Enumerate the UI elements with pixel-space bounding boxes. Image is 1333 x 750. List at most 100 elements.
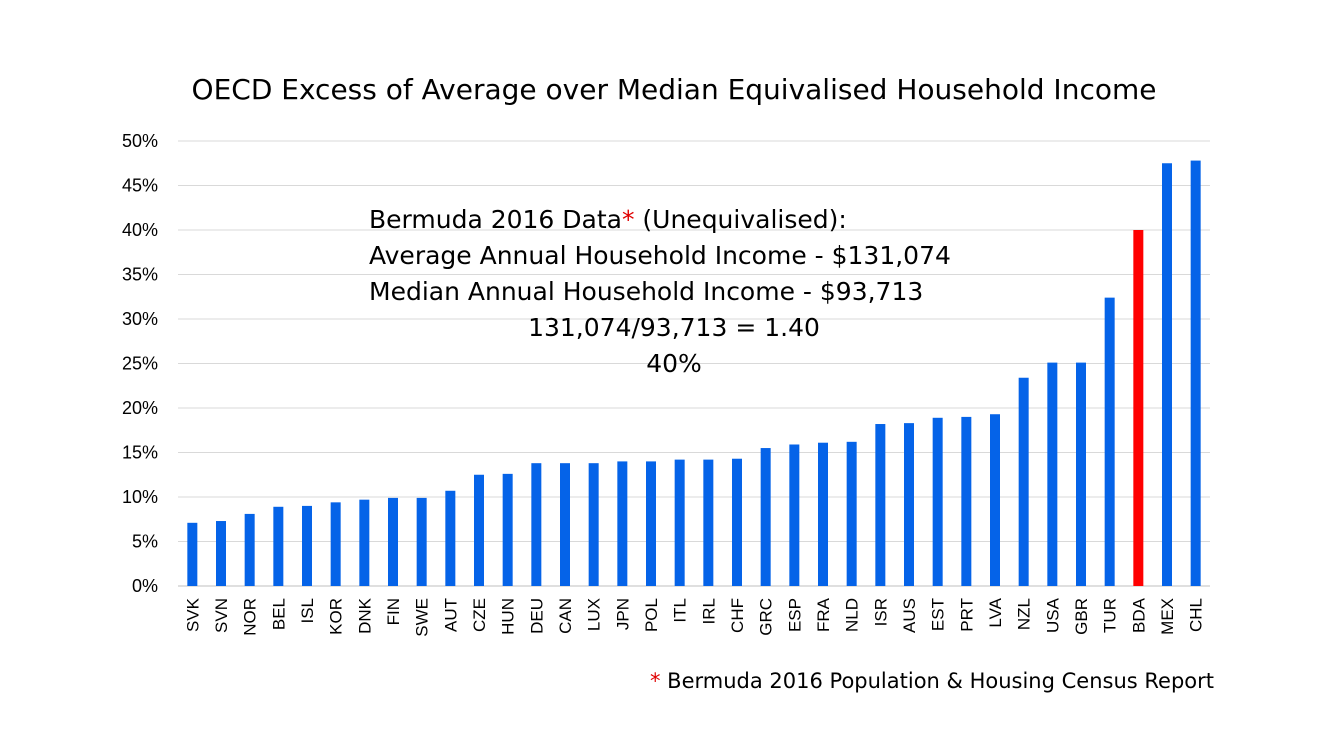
x-tick-label-dnk: DNK bbox=[355, 597, 374, 634]
bar-nld bbox=[846, 441, 857, 586]
bar-swe bbox=[416, 497, 427, 586]
x-tick-label-can: CAN bbox=[556, 598, 575, 634]
y-tick-label: 35% bbox=[122, 265, 158, 285]
y-tick-label: 10% bbox=[122, 487, 158, 507]
x-axis-category-labels: SVK SVN NOR BEL ISL KOR DNK FIN SWE AUT CZE HUN DEU C… bbox=[183, 597, 1205, 636]
bar-est bbox=[932, 417, 943, 586]
x-tick-label-jpn: JPN bbox=[613, 598, 632, 630]
gridlines bbox=[178, 140, 1210, 587]
x-tick-label-pol: POL bbox=[642, 598, 661, 632]
y-axis-tick-labels: 0% 5% 10% 15% 20% 25% 30% 35% 40% 45% 50% bbox=[122, 131, 158, 596]
x-tick-label-chl: CHL bbox=[1187, 598, 1206, 632]
x-tick-label-chf: CHF bbox=[728, 598, 747, 633]
x-tick-label-bel: BEL bbox=[269, 598, 288, 630]
x-tick-label-prt: PRT bbox=[957, 598, 976, 632]
bar-hun bbox=[502, 473, 513, 586]
y-tick-label: 40% bbox=[122, 220, 158, 240]
annotation-median-income: Median Annual Household Income - $93,713 bbox=[369, 277, 924, 306]
x-tick-label-grc: GRC bbox=[757, 598, 776, 636]
bar-nzl bbox=[1018, 377, 1029, 586]
bar-itl bbox=[674, 459, 685, 586]
bermuda-annotation: Bermuda 2016 Data* (Unequivalised): Aver… bbox=[369, 202, 979, 382]
x-tick-label-fin: FIN bbox=[384, 598, 403, 625]
annotation-asterisk: * bbox=[621, 205, 635, 234]
x-tick-label-fra: FRA bbox=[814, 597, 833, 632]
y-tick-label: 50% bbox=[122, 131, 158, 151]
x-tick-label-isr: ISR bbox=[871, 598, 890, 626]
footnote-asterisk: * bbox=[650, 669, 661, 693]
y-tick-label: 25% bbox=[122, 354, 158, 374]
bar-aus bbox=[904, 423, 914, 586]
bars bbox=[187, 160, 1201, 586]
annotation-average-income: Average Annual Household Income - $131,0… bbox=[369, 241, 951, 270]
bar-fin bbox=[388, 497, 398, 586]
bar-kor bbox=[330, 502, 341, 586]
y-tick-label: 5% bbox=[132, 532, 158, 552]
x-tick-label-nor: NOR bbox=[241, 598, 260, 636]
bar-bel bbox=[273, 506, 284, 586]
footnote: * Bermuda 2016 Population & Housing Cens… bbox=[650, 669, 1214, 693]
bar-aut bbox=[445, 490, 456, 586]
bar-chl bbox=[1190, 160, 1201, 586]
x-tick-label-usa: USA bbox=[1043, 597, 1062, 633]
x-tick-label-itl: ITL bbox=[671, 598, 690, 623]
bar-tur bbox=[1104, 297, 1115, 586]
x-tick-label-cze: CZE bbox=[470, 598, 489, 632]
bar-deu bbox=[531, 463, 542, 586]
x-tick-label-tur: TUR bbox=[1101, 598, 1120, 633]
chart-title: OECD Excess of Average over Median Equiv… bbox=[191, 73, 1157, 106]
annotation-ratio: 131,074/93,713 = 1.40 bbox=[528, 313, 820, 342]
x-tick-label-bda: BDA bbox=[1129, 597, 1148, 633]
bar-cze bbox=[474, 474, 484, 586]
bar-jpn bbox=[617, 461, 628, 586]
bar-can bbox=[560, 463, 570, 586]
annotation-line-1: Bermuda 2016 Data* (Unequivalised): bbox=[369, 202, 979, 238]
x-tick-label-lva: LVA bbox=[986, 597, 1005, 627]
x-tick-label-mex: MEX bbox=[1158, 598, 1177, 635]
bar-pol bbox=[646, 461, 656, 586]
bar-dnk bbox=[359, 499, 370, 586]
x-tick-label-hun: HUN bbox=[499, 598, 518, 635]
bar-esp bbox=[789, 444, 800, 586]
bar-svk bbox=[187, 522, 198, 586]
x-tick-label-lux: LUX bbox=[585, 598, 604, 631]
x-tick-label-swe: SWE bbox=[413, 598, 432, 637]
x-tick-label-isl: ISL bbox=[298, 598, 317, 624]
x-tick-label-svn: SVN bbox=[212, 598, 231, 633]
y-tick-label: 0% bbox=[132, 576, 158, 596]
bar-mex bbox=[1162, 163, 1172, 586]
footnote-text: Bermuda 2016 Population & Housing Census… bbox=[660, 669, 1214, 693]
annotation-line-1-text: Bermuda 2016 Data bbox=[369, 205, 622, 234]
x-tick-label-nld: NLD bbox=[843, 598, 862, 632]
bar-irl bbox=[703, 459, 714, 586]
y-tick-label: 15% bbox=[122, 443, 158, 463]
bar-lva bbox=[990, 414, 1000, 586]
x-tick-label-nzl: NZL bbox=[1015, 598, 1034, 630]
bar-lux bbox=[588, 463, 599, 586]
bar-prt bbox=[961, 416, 972, 586]
bar-grc bbox=[760, 448, 771, 586]
x-tick-label-est: EST bbox=[929, 598, 948, 631]
bar-isr bbox=[875, 424, 886, 586]
y-tick-label: 20% bbox=[122, 398, 158, 418]
x-tick-label-aut: AUT bbox=[441, 598, 460, 632]
y-tick-label: 30% bbox=[122, 309, 158, 329]
x-tick-label-esp: ESP bbox=[785, 598, 804, 632]
bar-nor bbox=[244, 513, 255, 586]
bar-chf bbox=[732, 458, 742, 586]
x-tick-label-irl: IRL bbox=[699, 598, 718, 624]
x-tick-label-gbr: GBR bbox=[1072, 598, 1091, 635]
x-tick-label-svk: SVK bbox=[183, 597, 202, 632]
x-tick-label-kor: KOR bbox=[327, 598, 346, 635]
bar-bda bbox=[1133, 230, 1144, 586]
x-tick-label-deu: DEU bbox=[527, 598, 546, 634]
x-tick-label-aus: AUS bbox=[900, 598, 919, 633]
bar-isl bbox=[302, 505, 312, 586]
bar-gbr bbox=[1076, 362, 1086, 586]
bar-usa bbox=[1047, 362, 1058, 586]
y-tick-label: 45% bbox=[122, 176, 158, 196]
annotation-percentage: 40% bbox=[646, 349, 702, 378]
bar-svn bbox=[216, 521, 226, 586]
annotation-line-1-suffix: (Unequivalised): bbox=[634, 205, 847, 234]
